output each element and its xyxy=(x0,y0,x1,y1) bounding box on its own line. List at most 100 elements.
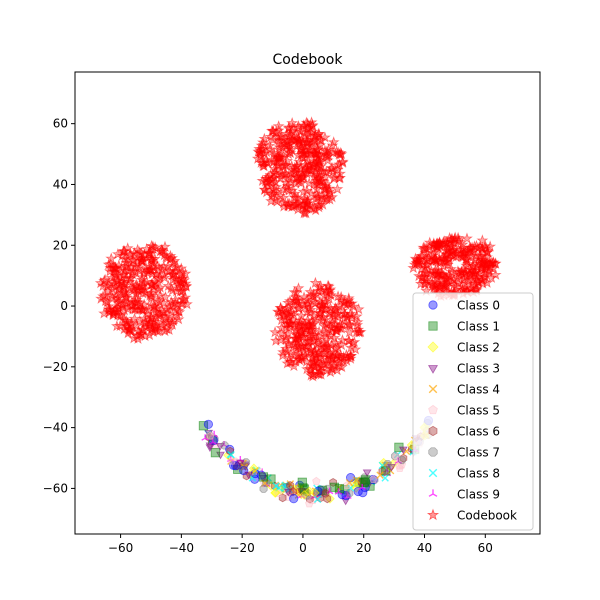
codebook-point xyxy=(285,176,298,188)
codebook-point xyxy=(160,322,173,335)
codebook-point xyxy=(169,261,181,273)
codebook-point xyxy=(336,156,349,168)
codebook-point xyxy=(275,327,288,339)
data-point-class-2 xyxy=(249,463,259,474)
codebook-point xyxy=(457,272,470,284)
x-tick-label: 20 xyxy=(356,541,371,555)
codebook-point xyxy=(341,351,354,363)
codebook-point xyxy=(452,265,464,277)
codebook-point xyxy=(316,314,329,326)
codebook-point xyxy=(273,143,286,155)
codebook-point xyxy=(268,155,280,167)
codebook-point xyxy=(151,325,164,337)
codebook-point xyxy=(293,174,306,186)
codebook-point xyxy=(305,116,318,128)
codebook-point xyxy=(159,240,171,252)
codebook-point xyxy=(139,329,151,342)
x-tick-label: −20 xyxy=(229,541,254,555)
codebook-point xyxy=(176,285,189,297)
codebook-point xyxy=(309,276,322,288)
data-point-class-1 xyxy=(299,484,309,494)
data-point-class-3 xyxy=(215,443,225,451)
data-point-class-7 xyxy=(397,455,407,465)
codebook-point xyxy=(274,308,287,321)
codebook-point xyxy=(297,185,310,197)
codebook-point xyxy=(309,204,322,216)
codebook-point xyxy=(330,145,343,158)
codebook-point xyxy=(277,160,290,173)
legend-label-codebook: Codebook xyxy=(457,509,517,523)
codebook-point xyxy=(346,312,358,324)
codebook-point xyxy=(349,343,362,355)
data-point-class-0 xyxy=(289,494,299,504)
codebook-point xyxy=(452,235,465,247)
codebook-point xyxy=(106,291,119,303)
data-point-class-1 xyxy=(381,466,391,476)
codebook-point xyxy=(306,136,319,148)
data-point-class-1 xyxy=(198,421,209,431)
codebook-point xyxy=(455,247,468,259)
x-tick-label: −60 xyxy=(108,541,133,555)
codebook-point xyxy=(171,309,183,321)
legend-box xyxy=(412,292,534,531)
codebook-point xyxy=(105,252,118,264)
codebook-point xyxy=(268,166,281,179)
codebook-point xyxy=(328,304,341,316)
codebook-point xyxy=(446,232,458,244)
codebook-point xyxy=(144,313,157,325)
codebook-point xyxy=(272,124,285,136)
codebook-point xyxy=(132,284,145,297)
codebook-point xyxy=(252,145,265,157)
codebook-point xyxy=(126,295,138,307)
codebook-point xyxy=(280,333,293,345)
legend-marker-class-7 xyxy=(428,447,438,457)
codebook-point xyxy=(310,174,323,187)
codebook-point xyxy=(449,280,462,292)
codebook-point xyxy=(310,141,323,153)
codebook-point xyxy=(120,320,133,332)
data-point-class-5 xyxy=(206,431,215,440)
codebook-point xyxy=(301,133,314,145)
codebook-point xyxy=(110,302,122,315)
codebook-point xyxy=(307,157,320,169)
codebook-point xyxy=(312,330,325,342)
codebook-point xyxy=(119,297,132,309)
codebook-point xyxy=(320,187,332,199)
codebook-point xyxy=(283,139,296,151)
codebook-point xyxy=(264,130,277,142)
codebook-point xyxy=(137,323,150,335)
codebook-point xyxy=(294,316,307,329)
codebook-point xyxy=(176,272,189,285)
codebook-point xyxy=(157,260,170,272)
codebook-point xyxy=(304,334,317,347)
data-point-class-6 xyxy=(286,480,294,490)
codebook-point xyxy=(325,162,338,174)
codebook-point xyxy=(273,306,285,318)
codebook-point xyxy=(158,271,171,283)
codebook-point xyxy=(341,297,354,309)
codebook-point xyxy=(133,329,145,341)
codebook-point xyxy=(124,247,137,260)
codebook-point xyxy=(308,309,320,321)
codebook-point xyxy=(332,290,344,302)
codebook-point xyxy=(484,240,497,252)
codebook-point xyxy=(106,282,119,295)
codebook-point xyxy=(297,126,310,139)
codebook-point xyxy=(143,247,156,259)
codebook-point xyxy=(279,167,292,180)
codebook-point xyxy=(427,267,440,279)
codebook-point xyxy=(260,186,273,198)
data-point-class-3 xyxy=(318,489,328,498)
data-point-class-1 xyxy=(329,482,339,492)
codebook-point xyxy=(413,252,426,264)
codebook-point xyxy=(288,294,301,306)
codebook-point xyxy=(297,198,310,211)
codebook-point xyxy=(354,325,367,338)
codebook-point xyxy=(312,337,325,349)
codebook-point xyxy=(148,252,161,264)
codebook-point xyxy=(159,290,172,303)
legend-marker-class-9 xyxy=(428,489,438,497)
codebook-point xyxy=(181,298,193,310)
codebook-point xyxy=(298,151,311,163)
codebook-point xyxy=(276,169,289,181)
